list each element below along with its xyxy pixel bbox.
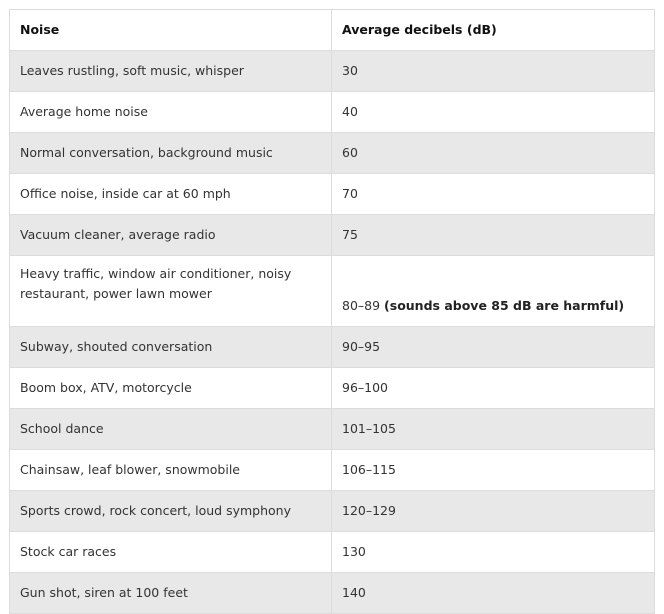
noise-cell: Gun shot, siren at 100 feet — [9, 572, 332, 614]
decibel-cell: 101–105 — [331, 408, 655, 450]
table-row: Gun shot, siren at 100 feet 140 — [9, 572, 655, 614]
noise-cell: Average home noise — [9, 91, 332, 133]
column-header-decibels: Average decibels (dB) — [331, 9, 655, 51]
decibel-cell: 120–129 — [331, 490, 655, 532]
table-row: Office noise, inside car at 60 mph 70 — [9, 173, 655, 215]
header-row: Noise Average decibels (dB) — [9, 9, 655, 51]
noise-cell: Stock car races — [9, 531, 332, 573]
table-row: Average home noise 40 — [9, 91, 655, 133]
harm-warning-note: (sounds above 85 dB are harmful) — [384, 298, 625, 313]
decibel-cell: 106–115 — [331, 449, 655, 491]
noise-cell: School dance — [9, 408, 332, 450]
table-row: School dance 101–105 — [9, 408, 655, 450]
decibel-table: Noise Average decibels (dB) Leaves rustl… — [9, 9, 655, 614]
table-row: Heavy traffic, window air conditioner, n… — [9, 255, 655, 327]
noise-cell: Chainsaw, leaf blower, snowmobile — [9, 449, 332, 491]
table-row: Subway, shouted conversation 90–95 — [9, 326, 655, 368]
noise-cell: Leaves rustling, soft music, whisper — [9, 50, 332, 92]
decibel-cell: 60 — [331, 132, 655, 174]
noise-cell: Office noise, inside car at 60 mph — [9, 173, 332, 215]
table-row: Leaves rustling, soft music, whisper 30 — [9, 50, 655, 92]
decibel-table-container: Noise Average decibels (dB) Leaves rustl… — [9, 9, 655, 614]
decibel-cell: 70 — [331, 173, 655, 215]
table-row: Boom box, ATV, motorcycle 96–100 — [9, 367, 655, 409]
noise-cell: Normal conversation, background music — [9, 132, 332, 174]
decibel-cell: 40 — [331, 91, 655, 133]
decibel-cell: 30 — [331, 50, 655, 92]
noise-cell: Subway, shouted conversation — [9, 326, 332, 368]
decibel-cell: 80–89 (sounds above 85 dB are harmful) — [331, 255, 655, 327]
decibel-cell: 130 — [331, 531, 655, 573]
decibel-cell: 90–95 — [331, 326, 655, 368]
decibel-cell: 140 — [331, 572, 655, 614]
decibel-cell: 96–100 — [331, 367, 655, 409]
decibel-cell: 75 — [331, 214, 655, 256]
noise-cell: Sports crowd, rock concert, loud symphon… — [9, 490, 332, 532]
decibel-value: 80–89 — [342, 298, 381, 313]
noise-cell: Heavy traffic, window air conditioner, n… — [9, 255, 332, 327]
table-row: Chainsaw, leaf blower, snowmobile 106–11… — [9, 449, 655, 491]
table-row: Stock car races 130 — [9, 531, 655, 573]
noise-cell: Boom box, ATV, motorcycle — [9, 367, 332, 409]
noise-cell: Vacuum cleaner, average radio — [9, 214, 332, 256]
table-row: Vacuum cleaner, average radio 75 — [9, 214, 655, 256]
column-header-noise: Noise — [9, 9, 332, 51]
table-row: Sports crowd, rock concert, loud symphon… — [9, 490, 655, 532]
table-row: Normal conversation, background music 60 — [9, 132, 655, 174]
